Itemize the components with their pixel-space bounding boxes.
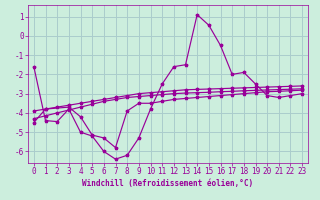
X-axis label: Windchill (Refroidissement éolien,°C): Windchill (Refroidissement éolien,°C) — [83, 179, 253, 188]
